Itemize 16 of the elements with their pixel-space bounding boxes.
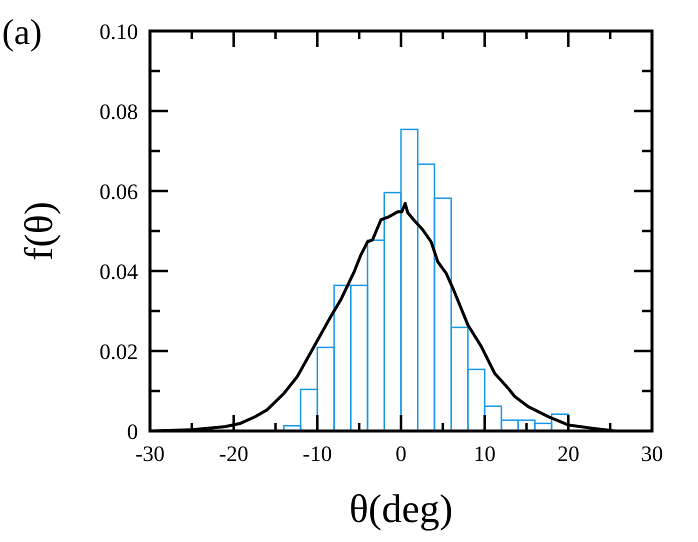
y-tick-label: 0.08 [100,99,138,124]
y-axis-title: f(θ) [16,201,61,261]
y-tick-label: 0 [127,419,138,444]
x-tick-label: 0 [396,441,406,466]
x-tick-label: -30 [135,441,165,466]
x-tick-label: 20 [557,441,580,466]
x-tick-label: 10 [474,441,496,466]
y-tick-label: 0.02 [100,339,138,364]
x-axis-title: θ(deg) [349,486,453,531]
text: (a) [2,12,42,52]
y-tick-label: 0.06 [100,179,138,204]
x-tick-label: 30 [641,441,663,466]
x-tick-label: -20 [219,441,248,466]
y-tick-label: 0.10 [100,19,138,44]
y-tick-label: 0.04 [100,259,138,284]
x-tick-label: -10 [302,441,332,466]
